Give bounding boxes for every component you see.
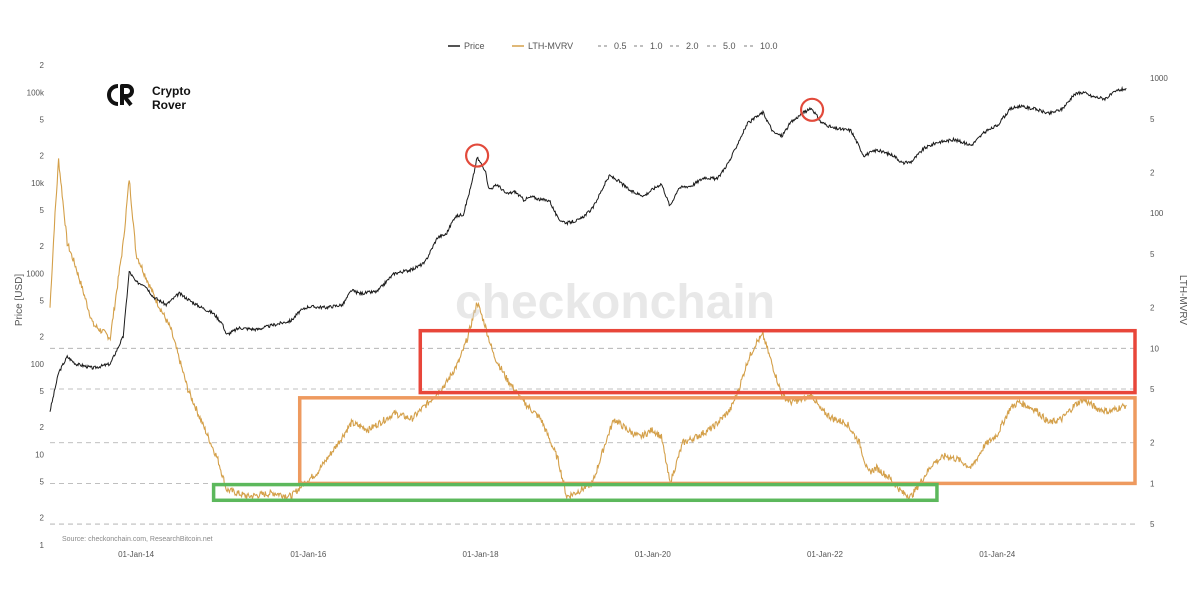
x-tick-label: 01-Jan-14 xyxy=(118,550,155,559)
legend-label: 1.0 xyxy=(650,41,663,51)
left-tick-label: 2 xyxy=(40,61,45,70)
x-tick-label: 01-Jan-22 xyxy=(807,550,844,559)
left-tick-label: 1000 xyxy=(26,269,44,278)
left-tick-label: 100k xyxy=(27,88,45,97)
cr-logo-icon xyxy=(107,84,134,107)
peak-circle xyxy=(465,143,490,168)
left-tick-label: 10 xyxy=(35,450,44,459)
annotations xyxy=(211,97,1137,503)
left-tick-label: 5 xyxy=(40,297,45,306)
watermark: checkonchain xyxy=(455,276,775,329)
x-tick-label: 01-Jan-20 xyxy=(635,550,672,559)
legend-label: Price xyxy=(464,41,485,51)
legend-label: LTH-MVRV xyxy=(528,41,573,51)
legend-label: 5.0 xyxy=(723,41,736,51)
left-tick-label: 2 xyxy=(40,152,45,161)
right-tick-label: 1000 xyxy=(1150,74,1168,83)
right-tick-label: 5 xyxy=(1150,520,1155,529)
x-tick-label: 01-Jan-16 xyxy=(290,550,327,559)
right-tick-label: 5 xyxy=(1150,385,1155,394)
right-axis-title: LTH-MVRV xyxy=(1177,275,1188,326)
peak-circle xyxy=(799,97,825,122)
logo-text-line1: Crypto xyxy=(152,84,191,98)
right-tick-label: 2 xyxy=(1150,439,1155,448)
left-tick-label: 100 xyxy=(31,360,45,369)
highlight-box xyxy=(211,482,939,503)
highlight-box xyxy=(418,328,1137,395)
right-tick-label: 1 xyxy=(1150,479,1155,488)
left-tick-label: 5 xyxy=(40,116,45,125)
price-line xyxy=(49,85,1127,412)
left-tick-label: 2 xyxy=(40,423,45,432)
left-tick-label: 10k xyxy=(31,179,45,188)
x-tick-label: 01-Jan-24 xyxy=(979,550,1016,559)
left-tick-label: 5 xyxy=(40,206,45,215)
right-tick-label: 5 xyxy=(1150,115,1155,124)
right-tick-label: 5 xyxy=(1150,250,1155,259)
left-tick-label: 5 xyxy=(40,478,45,487)
legend: Price LTH-MVRV 0.5 1.0 2.0 5.0 10.0 xyxy=(448,41,778,51)
legend-label: 10.0 xyxy=(760,41,778,51)
x-axis-ticks: 01-Jan-14 01-Jan-16 01-Jan-18 01-Jan-20 01-J… xyxy=(118,550,1016,559)
left-axis-ticks: 1 2 5 10 2 5 100 2 5 1000 2 5 10k 2 5 100k 2 xyxy=(26,61,45,550)
legend-label: 0.5 xyxy=(614,41,627,51)
logo-text-line2: Rover xyxy=(152,98,186,112)
left-tick-label: 1 xyxy=(40,541,45,550)
right-tick-label: 100 xyxy=(1150,209,1164,218)
right-tick-label: 2 xyxy=(1150,169,1155,178)
crypto-rover-logo: Crypto Rover xyxy=(107,84,191,112)
left-tick-label: 2 xyxy=(40,242,45,251)
right-axis-ticks: 5 1 2 5 10 2 5 100 2 5 1000 xyxy=(1150,74,1168,529)
right-tick-label: 10 xyxy=(1150,344,1159,353)
left-tick-label: 5 xyxy=(40,387,45,396)
right-tick-label: 2 xyxy=(1150,304,1155,313)
source-note: Source: checkonchain.com, ResearchBitcoi… xyxy=(62,536,213,543)
left-tick-label: 2 xyxy=(40,514,45,523)
legend-label: 2.0 xyxy=(686,41,699,51)
left-tick-label: 2 xyxy=(40,333,45,342)
x-tick-label: 01-Jan-18 xyxy=(463,550,500,559)
price-series xyxy=(49,85,1127,412)
left-axis-title: Price [USD] xyxy=(14,274,25,326)
